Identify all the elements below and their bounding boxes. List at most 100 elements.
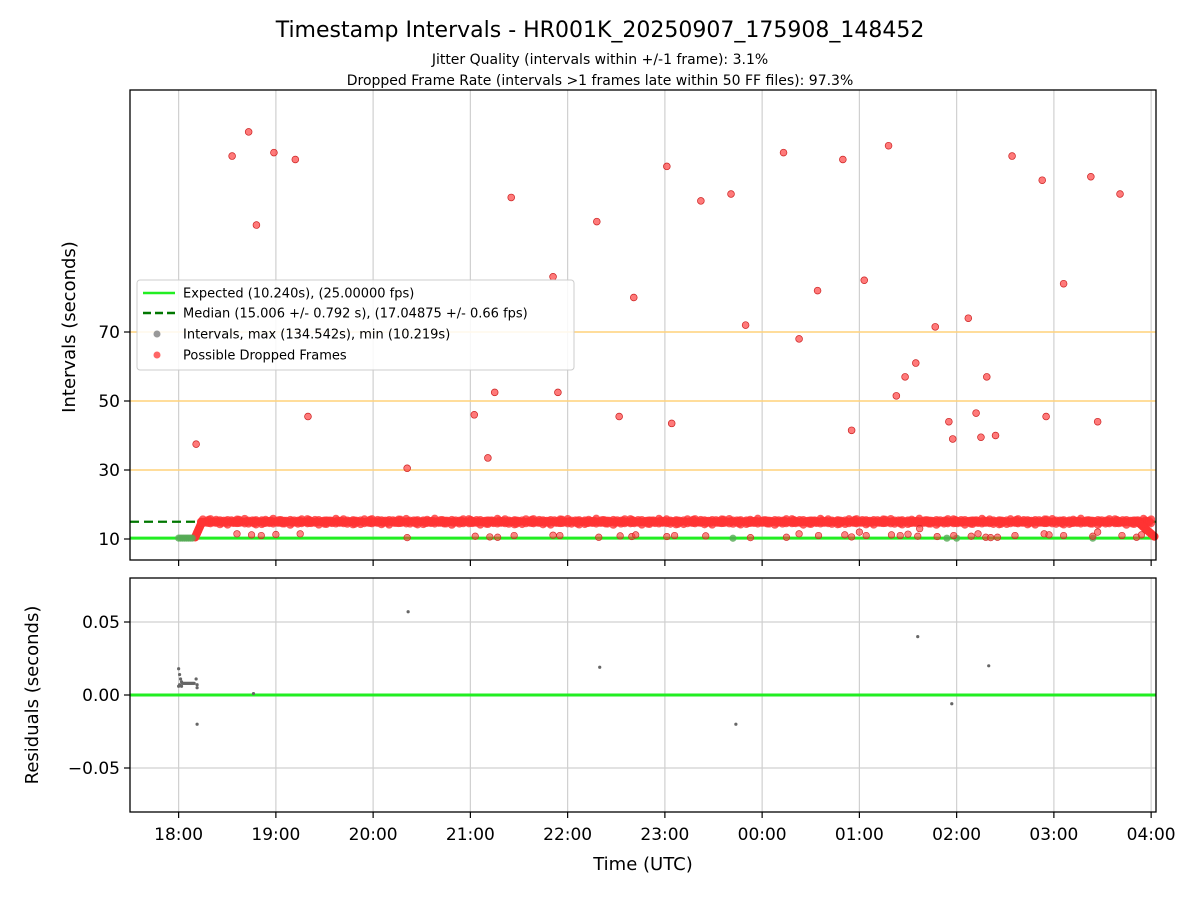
- residual-point: [194, 677, 198, 681]
- dropped-frame-point: [291, 155, 300, 164]
- dropped-frame-point: [304, 412, 312, 421]
- dropped-frame-point: [974, 530, 982, 538]
- dropped-frame-point: [904, 530, 912, 538]
- x-tick-label: 02:00: [932, 825, 981, 845]
- dropped-frame-point: [270, 148, 278, 157]
- residual-point: [178, 677, 183, 681]
- x-tick-label: 22:00: [543, 825, 592, 845]
- x-tick-label: 03:00: [1029, 825, 1078, 845]
- chart-subtitle-2: Dropped Frame Rate (intervals >1 frames …: [347, 73, 854, 89]
- residual-point: [987, 664, 991, 668]
- legend-intervals-label: Intervals, max (134.542s), min (10.219s): [183, 328, 450, 343]
- dropped-frame-point: [972, 409, 980, 417]
- dropped-frame-point: [1118, 531, 1126, 540]
- dropped-frame-point: [945, 417, 953, 426]
- x-axis-label: Time (UTC): [592, 854, 693, 875]
- x-tick-label: 01:00: [835, 825, 884, 845]
- dropped-frame-point: [1094, 528, 1102, 536]
- dropped-frame-point: [595, 533, 603, 541]
- top-y-axis-label: Intervals (seconds): [59, 241, 80, 413]
- dropped-frame-point: [403, 534, 411, 542]
- dropped-frame-point: [746, 534, 755, 542]
- dropped-frame-point: [1060, 531, 1068, 540]
- top-axes: 10 30 50 70: [98, 323, 1152, 566]
- dropped-frame-point: [884, 141, 893, 150]
- x-tick-label: 00:00: [738, 825, 787, 845]
- dropped-frame-point: [987, 534, 995, 542]
- top-y-tick-label: 10: [98, 530, 120, 550]
- residual-point: [406, 610, 410, 614]
- dropped-frame-point: [507, 193, 515, 202]
- dropped-frame-point: [252, 221, 261, 229]
- dropped-frame-point: [813, 286, 822, 295]
- residual-point: [598, 665, 602, 669]
- dropped-frame-point: [983, 373, 991, 381]
- dropped-frame-point: [933, 532, 941, 541]
- dropped-frame-point: [667, 419, 676, 428]
- residual-point: [950, 702, 954, 706]
- dropped-frame-point: [1042, 412, 1050, 421]
- dropped-frame-point: [964, 314, 973, 322]
- x-tick-label: 23:00: [640, 825, 689, 845]
- dropped-frame-point: [233, 530, 241, 538]
- dropped-frame-point: [916, 525, 924, 533]
- dropped-frame-point: [671, 531, 679, 540]
- band-point: [1147, 519, 1156, 528]
- band-ramp-point: [1150, 532, 1159, 541]
- bottom-y-axis-label: Residuals (seconds): [22, 606, 43, 785]
- top-y-tick-label: 30: [98, 461, 120, 481]
- residual-point: [179, 684, 184, 688]
- residual-point: [195, 683, 199, 687]
- dropped-frame-point: [847, 426, 856, 435]
- dropped-frame-point: [1116, 190, 1124, 198]
- dropped-frame-point: [494, 533, 502, 541]
- dropped-frame-point: [948, 435, 957, 443]
- band-ramp-point: [197, 518, 206, 528]
- dropped-frame-point: [727, 190, 735, 198]
- dropped-frame-point: [848, 533, 856, 541]
- dropped-frame-point: [616, 532, 624, 540]
- dropped-frame-point: [556, 531, 564, 540]
- dropped-frame-point: [862, 531, 870, 540]
- dropped-frame-point: [244, 128, 253, 136]
- dropped-frame-point: [931, 323, 939, 331]
- dropped-frame-point: [272, 530, 280, 539]
- legend-box: [136, 279, 575, 371]
- top-y-tick-label: 50: [98, 392, 120, 412]
- dropped-frame-point: [484, 454, 492, 462]
- dropped-frame-point: [403, 464, 411, 473]
- dropped-frame-point: [1087, 173, 1095, 181]
- dropped-frame-point: [192, 440, 200, 448]
- dropped-frame-point: [663, 162, 671, 171]
- dropped-frame-point: [795, 530, 803, 538]
- dropped-frame-point: [779, 148, 788, 157]
- interval-point: [188, 534, 196, 542]
- dropped-frame-point: [593, 217, 601, 226]
- dropped-frame-point: [549, 273, 557, 281]
- dropped-frame-point: [1137, 531, 1146, 539]
- dropped-frame-point: [554, 388, 562, 397]
- dropped-frame-point: [702, 532, 710, 540]
- dropped-frame-point: [486, 533, 494, 541]
- dropped-frame-point: [841, 531, 849, 539]
- legend-dropped-swatch: [153, 351, 161, 359]
- dropped-frame-point: [257, 531, 265, 540]
- dropped-frame-point: [1011, 531, 1019, 540]
- dropped-frame-point: [471, 532, 479, 540]
- dropped-frame-point: [991, 431, 1000, 440]
- legend: Expected (10.240s), (25.00000 fps) Media…: [136, 279, 575, 371]
- dropped-frame-point: [1038, 176, 1046, 184]
- dropped-frame-point: [490, 388, 499, 397]
- x-tick-label: 04:00: [1127, 825, 1176, 845]
- dropped-frame-point: [615, 412, 623, 421]
- x-tick-label: 21:00: [446, 825, 495, 845]
- top-y-tick-label: 70: [98, 323, 120, 343]
- dropped-frame-point: [1089, 532, 1097, 540]
- legend-median-label: Median (15.006 +/- 0.792 s), (17.04875 +…: [183, 307, 528, 322]
- bottom-y-tick-label: 0.00: [82, 686, 120, 706]
- dropped-frame-point: [993, 533, 1002, 541]
- residual-point: [251, 691, 256, 696]
- residual-point: [195, 722, 199, 726]
